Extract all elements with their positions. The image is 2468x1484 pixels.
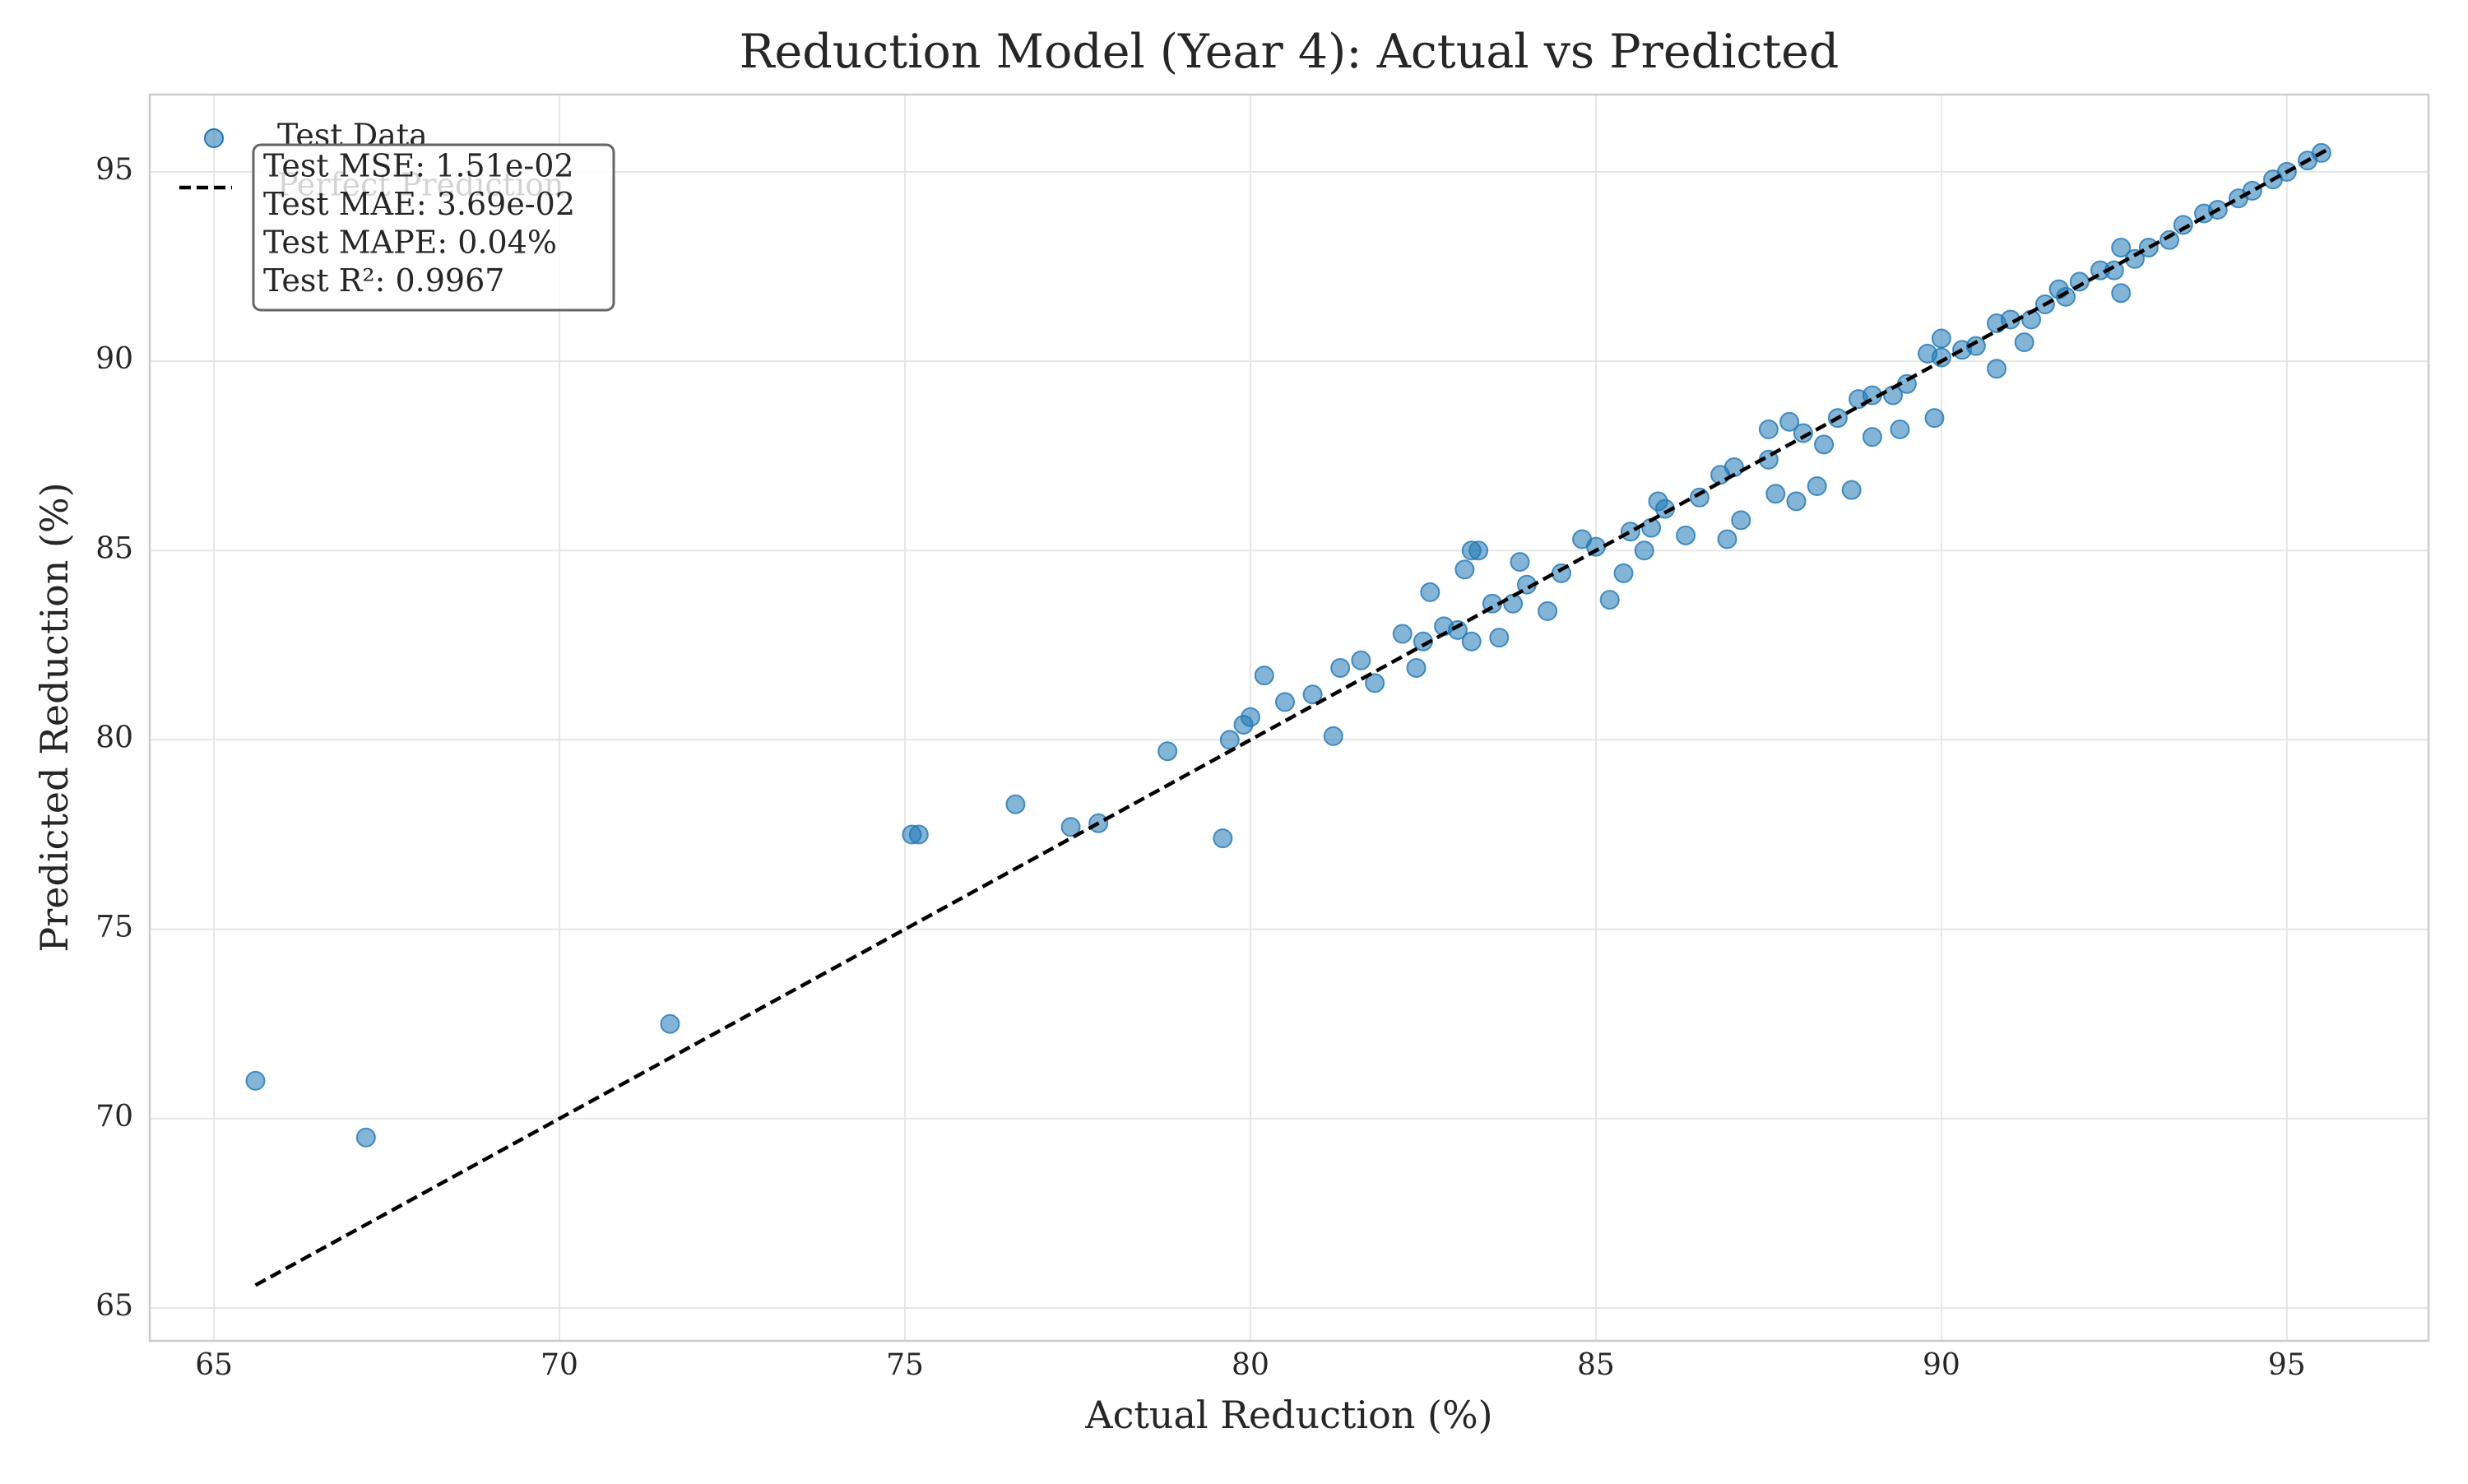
data-point <box>1219 730 1240 750</box>
data-point <box>1365 673 1385 693</box>
data-point <box>1302 684 1323 705</box>
data-point <box>1793 423 1813 443</box>
data-point <box>1572 529 1593 550</box>
data-point <box>1510 552 1530 573</box>
data-point <box>1841 480 1862 500</box>
data-point <box>2111 283 2132 304</box>
data-point <box>2014 332 2034 353</box>
data-point <box>1849 389 1869 410</box>
y-tick-label: 80 <box>95 721 133 754</box>
data-point <box>1351 650 1371 670</box>
data-point <box>1676 525 1696 545</box>
y-tick-label: 90 <box>95 342 133 376</box>
data-point <box>1392 624 1413 644</box>
y-tick-label: 95 <box>95 153 133 187</box>
y-tick-label: 85 <box>95 531 133 565</box>
data-point <box>2056 286 2076 307</box>
data-point <box>2160 230 2180 250</box>
data-point <box>1758 419 1779 439</box>
data-point <box>245 1070 266 1091</box>
data-point <box>1213 828 1233 849</box>
chart-title: Reduction Model (Year 4): Actual vs Pred… <box>740 25 1839 79</box>
y-tick-label: 75 <box>95 911 133 944</box>
data-point <box>2111 237 2132 257</box>
data-point <box>1890 419 1910 439</box>
data-point <box>355 1127 376 1148</box>
data-point <box>1862 427 1882 448</box>
annotation-text: Test MAE: 3.69e-02 <box>263 186 575 222</box>
data-point <box>1689 487 1710 508</box>
data-point <box>1807 475 1827 496</box>
data-point <box>1765 484 1786 504</box>
data-point <box>1323 726 1343 746</box>
data-point <box>1157 741 1178 762</box>
data-point <box>1420 582 1440 602</box>
annotation-box <box>252 143 615 312</box>
x-tick-label: 85 <box>1577 1348 1615 1382</box>
data-point <box>1330 657 1351 678</box>
data-point <box>1731 510 1751 531</box>
data-point <box>1987 313 2007 334</box>
x-tick-label: 70 <box>540 1348 578 1382</box>
data-point <box>1620 522 1640 542</box>
x-tick-label: 80 <box>1232 1348 1269 1382</box>
x-tick-label: 90 <box>1923 1348 1960 1382</box>
data-point <box>1233 715 1254 735</box>
data-point <box>2229 188 2249 209</box>
data-point <box>1468 540 1489 561</box>
annotation-text: Test MAPE: 0.04% <box>263 225 557 261</box>
data-point <box>1503 593 1524 614</box>
data-point <box>1005 794 1026 814</box>
reference-line <box>254 147 2330 1287</box>
data-point <box>1274 692 1295 712</box>
data-point <box>1987 359 2007 379</box>
data-point <box>660 1013 680 1034</box>
data-point <box>1717 529 1737 550</box>
plot-frame <box>148 93 2430 1343</box>
data-point <box>1924 408 1945 429</box>
data-point <box>1814 434 1835 455</box>
data-point <box>2173 215 2193 235</box>
x-axis-label: Actual Reduction (%) <box>1084 1393 1492 1437</box>
data-point <box>1599 590 1620 610</box>
data-point <box>1931 328 1951 349</box>
data-point <box>1779 411 1800 432</box>
data-point <box>1406 657 1427 678</box>
x-tick-label: 75 <box>886 1348 924 1382</box>
annotation-text: Test MSE: 1.51e-02 <box>263 148 574 184</box>
data-point <box>1538 601 1558 621</box>
data-point <box>1918 343 1938 364</box>
data-point <box>1060 817 1081 837</box>
y-tick-label: 65 <box>95 1289 133 1323</box>
x-tick-label: 95 <box>2268 1348 2306 1382</box>
x-tick-label: 65 <box>195 1348 233 1382</box>
data-point <box>1710 465 1731 485</box>
data-point <box>1254 665 1274 686</box>
data-point <box>1461 631 1482 652</box>
data-point <box>1613 563 1634 583</box>
data-point <box>1786 491 1807 512</box>
annotation-text: Test R²: 0.9967 <box>263 262 504 299</box>
data-point <box>908 824 929 845</box>
data-point <box>1634 540 1654 561</box>
data-point <box>1489 628 1510 648</box>
legend-marker <box>204 128 224 148</box>
y-tick-label: 70 <box>95 1100 133 1134</box>
y-axis-label: Predicted Reduction (%) <box>32 482 77 952</box>
data-point <box>1454 559 1475 580</box>
